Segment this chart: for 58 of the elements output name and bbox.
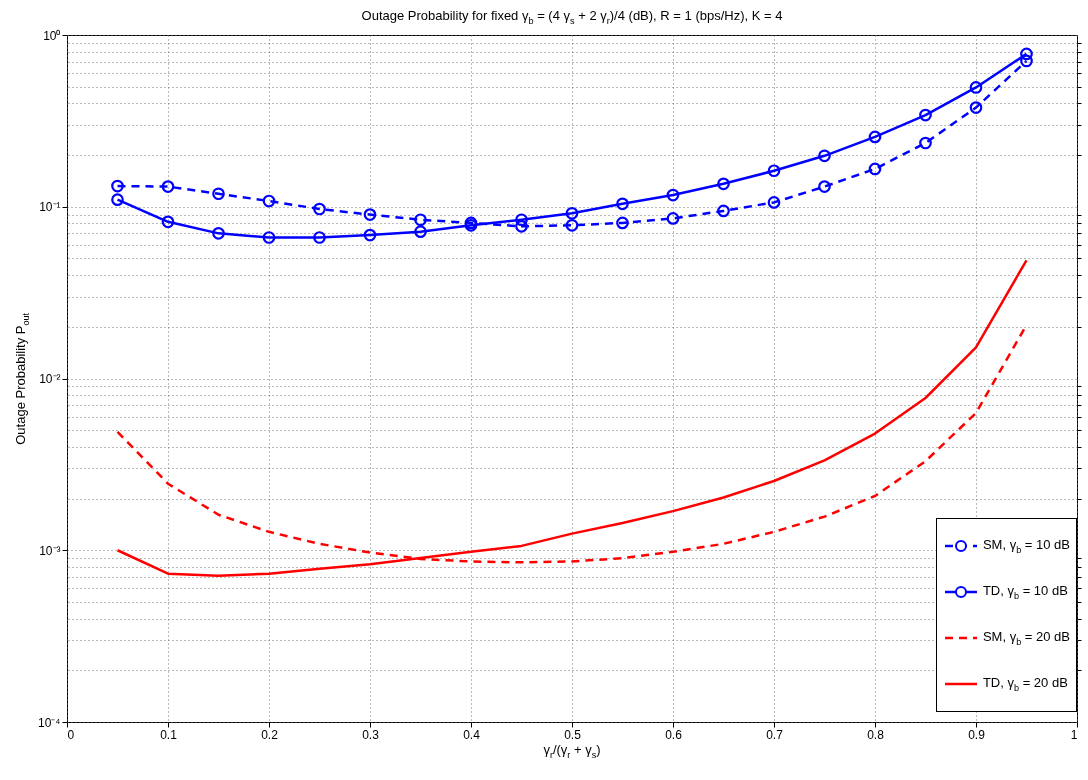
point (717, 204, 730, 218)
x-tick-label: 0.3 (362, 727, 380, 742)
point (616, 197, 629, 211)
point (717, 177, 730, 191)
point (565, 218, 579, 232)
x-tick-label: 0.6 (665, 727, 683, 742)
point (818, 180, 831, 193)
x-tick-label: 0.7 (766, 727, 784, 742)
point (969, 101, 983, 114)
point (616, 216, 629, 230)
legend-label: SM, γ$_{b}$ = 10 dB (982, 537, 1070, 555)
point (313, 202, 326, 216)
y-tick-label: 10⁻³ (39, 543, 61, 558)
point (868, 162, 882, 176)
point (1020, 54, 1033, 68)
point (818, 149, 831, 163)
point (161, 215, 175, 229)
point (919, 136, 932, 150)
point (1020, 47, 1033, 61)
point (414, 225, 427, 238)
x-tick-label: 0.5 (564, 727, 582, 742)
point (666, 188, 680, 202)
x-tick-label: 0.1 (160, 727, 178, 742)
point (969, 81, 983, 94)
x-tick-label: 0.8 (867, 727, 885, 742)
y-tick-label: 10⁻² (39, 372, 61, 386)
point (262, 194, 276, 208)
legend-label: TD, γ$_{b}$ = 20 dB (982, 675, 1068, 693)
point (666, 212, 680, 225)
x-tick-label: 0 (67, 727, 75, 742)
point (363, 228, 377, 242)
point (515, 220, 528, 233)
point (363, 208, 377, 221)
point (212, 227, 225, 240)
x-axis-title: γ$_{r}$/(γ$_{r}$ + γ$_{s}$) (542, 742, 602, 760)
point (565, 206, 579, 220)
chart-title: Outage Probability for fixed γ$_{b}$ = (4 γ$_{s}$ + 2 γ$_{r}$)/4 (dB), R = 1 (bps/Hz), K = 4 (360, 8, 784, 26)
x-tick-label: 0.9 (968, 727, 986, 742)
point (919, 108, 932, 122)
point (212, 187, 225, 201)
x-tick-label: 1 (1070, 727, 1078, 742)
legend-label: TD, γ$_{b}$ = 10 dB (982, 583, 1068, 601)
x-tick-label: 0.2 (261, 727, 279, 742)
legend-label: SM, γ$_{b}$ = 20 dB (982, 629, 1070, 647)
y-tick-label: 10⁻¹ (39, 200, 61, 215)
point (414, 213, 427, 227)
point (868, 130, 882, 144)
y-tick-label: 10⁻⁴ (37, 715, 61, 730)
point (515, 213, 528, 227)
point (767, 196, 781, 209)
point (767, 164, 781, 178)
point (262, 231, 276, 244)
point (111, 193, 124, 206)
point (313, 231, 326, 244)
point (161, 180, 175, 193)
x-tick-label: 0.4 (463, 727, 481, 742)
y-tick-label: 10⁰ (43, 28, 61, 43)
point (111, 179, 124, 193)
